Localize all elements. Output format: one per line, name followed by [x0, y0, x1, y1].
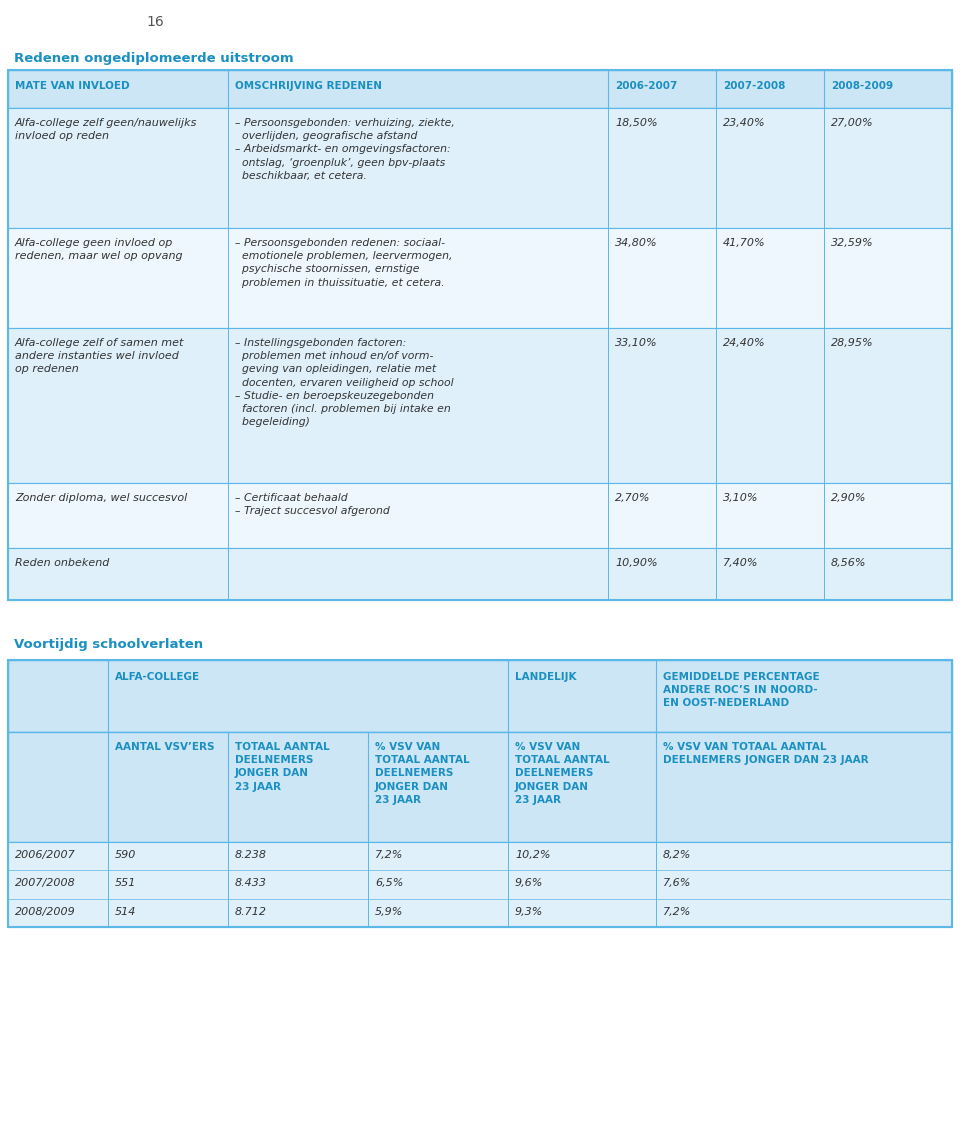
Text: 7,2%: 7,2% — [663, 907, 691, 916]
Text: MATE VAN INVLOED: MATE VAN INVLOED — [15, 81, 130, 90]
Text: Redenen ongediplomeerde uitstroom: Redenen ongediplomeerde uitstroom — [14, 52, 294, 64]
Text: 8.238: 8.238 — [235, 851, 267, 860]
Text: 8.712: 8.712 — [235, 907, 267, 916]
Text: GEMIDDELDE PERCENTAGE
ANDERE ROC’S IN NOORD-
EN OOST-NEDERLAND: GEMIDDELDE PERCENTAGE ANDERE ROC’S IN NO… — [663, 672, 820, 708]
Text: Zonder diploma, wel succesvol: Zonder diploma, wel succesvol — [15, 493, 187, 503]
Text: 8,2%: 8,2% — [663, 851, 691, 860]
Text: 10,2%: 10,2% — [515, 851, 550, 860]
Bar — [8, 732, 952, 841]
Text: – Certificaat behaald
– Traject succesvol afgerond: – Certificaat behaald – Traject succesvo… — [235, 493, 390, 516]
Text: Voortijdig schoolverlaten: Voortijdig schoolverlaten — [14, 638, 204, 651]
Text: – Instellingsgebonden factoren:
  problemen met inhoud en/of vorm-
  geving van : – Instellingsgebonden factoren: probleme… — [235, 338, 454, 428]
Text: 10,90%: 10,90% — [615, 558, 658, 568]
Text: % VSV VAN
TOTAAL AANTAL
DEELNEMERS
JONGER DAN
23 JAAR: % VSV VAN TOTAAL AANTAL DEELNEMERS JONGE… — [375, 742, 469, 805]
Text: 2006/2007: 2006/2007 — [15, 851, 76, 860]
Text: 551: 551 — [115, 879, 136, 888]
Text: 34,80%: 34,80% — [615, 238, 658, 248]
Text: Alfa-college zelf geen/nauwelijks
invloed op reden: Alfa-college zelf geen/nauwelijks invloe… — [15, 118, 198, 141]
Text: 2007/2008: 2007/2008 — [15, 879, 76, 888]
Bar — [8, 70, 952, 107]
Text: 7,40%: 7,40% — [723, 558, 758, 568]
Text: 32,59%: 32,59% — [831, 238, 874, 248]
Text: – Persoonsgebonden redenen: sociaal-
  emotionele problemen, leervermogen,
  psy: – Persoonsgebonden redenen: sociaal- emo… — [235, 238, 452, 287]
Text: Alfa-college zelf of samen met
andere instanties wel invloed
op redenen: Alfa-college zelf of samen met andere in… — [15, 338, 184, 374]
Text: ALFA-COLLEGE: ALFA-COLLEGE — [115, 672, 200, 682]
Text: 2007-2008: 2007-2008 — [723, 81, 785, 90]
Text: 2008-2009: 2008-2009 — [831, 81, 893, 90]
Text: % VSV VAN TOTAAL AANTAL
DEELNEMERS JONGER DAN 23 JAAR: % VSV VAN TOTAAL AANTAL DEELNEMERS JONGE… — [663, 742, 869, 766]
Bar — [8, 228, 952, 328]
Text: 27,00%: 27,00% — [831, 118, 874, 128]
Text: Alfa-college geen invloed op
redenen, maar wel op opvang: Alfa-college geen invloed op redenen, ma… — [15, 238, 182, 261]
Text: 16: 16 — [146, 15, 164, 29]
Text: 2008/2009: 2008/2009 — [15, 907, 76, 916]
Bar — [8, 328, 952, 483]
Text: 7,6%: 7,6% — [663, 879, 691, 888]
Bar — [8, 661, 952, 732]
Text: 6,5%: 6,5% — [375, 879, 403, 888]
Text: % VSV VAN
TOTAAL AANTAL
DEELNEMERS
JONGER DAN
23 JAAR: % VSV VAN TOTAAL AANTAL DEELNEMERS JONGE… — [515, 742, 610, 805]
Bar — [8, 70, 952, 601]
Bar — [8, 107, 952, 228]
Text: 9,3%: 9,3% — [515, 907, 543, 916]
Text: 5,9%: 5,9% — [375, 907, 403, 916]
Text: 590: 590 — [115, 851, 136, 860]
Text: 18,50%: 18,50% — [615, 118, 658, 128]
Text: 8,56%: 8,56% — [831, 558, 867, 568]
Bar — [8, 841, 952, 927]
Text: – Persoonsgebonden: verhuizing, ziekte,
  overlijden, geografische afstand
– Arb: – Persoonsgebonden: verhuizing, ziekte, … — [235, 118, 455, 181]
Text: 514: 514 — [115, 907, 136, 916]
Text: OMSCHRIJVING REDENEN: OMSCHRIJVING REDENEN — [235, 81, 382, 90]
Text: 2,90%: 2,90% — [831, 493, 867, 503]
Text: 7,2%: 7,2% — [375, 851, 403, 860]
Text: Reden onbekend: Reden onbekend — [15, 558, 109, 568]
Text: 8.433: 8.433 — [235, 879, 267, 888]
Text: 33,10%: 33,10% — [615, 338, 658, 348]
Text: 41,70%: 41,70% — [723, 238, 766, 248]
Bar — [8, 661, 952, 927]
Bar — [8, 549, 952, 601]
Text: 2006-2007: 2006-2007 — [615, 81, 678, 90]
Text: 24,40%: 24,40% — [723, 338, 766, 348]
Bar — [8, 483, 952, 549]
Text: TOTAAL AANTAL
DEELNEMERS
JONGER DAN
23 JAAR: TOTAAL AANTAL DEELNEMERS JONGER DAN 23 J… — [235, 742, 329, 792]
Text: 9,6%: 9,6% — [515, 879, 543, 888]
Text: 23,40%: 23,40% — [723, 118, 766, 128]
Text: 3,10%: 3,10% — [723, 493, 758, 503]
Text: AANTAL VSV’ERS: AANTAL VSV’ERS — [115, 742, 214, 752]
Text: 28,95%: 28,95% — [831, 338, 874, 348]
Text: 2,70%: 2,70% — [615, 493, 651, 503]
Text: LANDELIJK: LANDELIJK — [515, 672, 577, 682]
